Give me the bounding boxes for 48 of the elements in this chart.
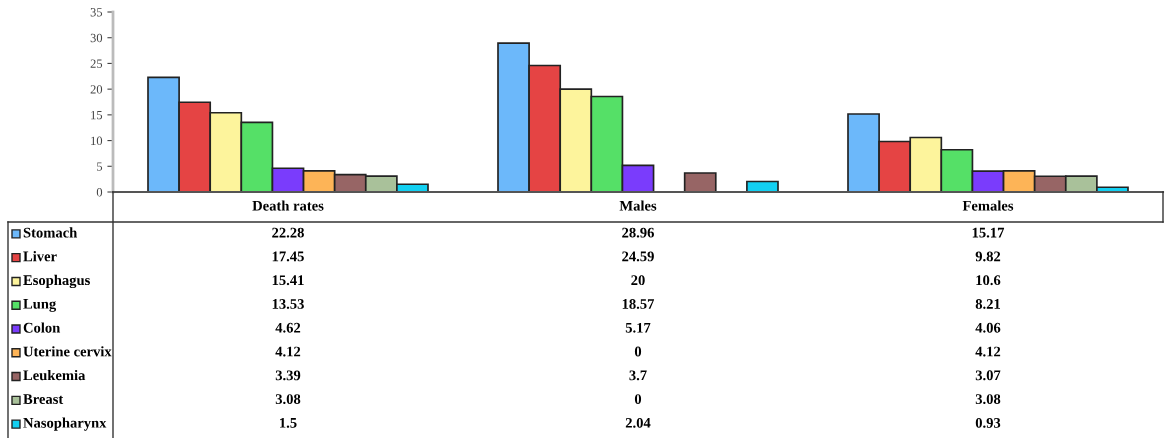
data-label: 0 bbox=[634, 394, 642, 404]
legend-label: Stomach bbox=[23, 227, 78, 238]
data-label: 13.53 bbox=[272, 299, 304, 309]
data-label: 22.28 bbox=[272, 227, 304, 238]
legend-label: Nasopharynx bbox=[23, 417, 107, 431]
data-label: 24.59 bbox=[622, 251, 654, 262]
legend-label: Liver bbox=[23, 251, 57, 262]
data-label: 10.6 bbox=[976, 275, 1001, 286]
y-tick-label: 10 bbox=[91, 136, 103, 146]
data-label: 0.93 bbox=[975, 417, 1001, 428]
data-label: 28.96 bbox=[622, 227, 654, 238]
legend-label: Leukemia bbox=[23, 369, 86, 381]
data-label: 3.39 bbox=[275, 370, 301, 381]
data-label: 0 bbox=[634, 346, 642, 357]
legend-label: Esophagus bbox=[23, 274, 90, 289]
legend-label: Uterine cervix bbox=[23, 346, 112, 357]
data-label: 4.12 bbox=[275, 346, 301, 357]
legend-label: Lung bbox=[23, 299, 57, 312]
y-tick-label: 15 bbox=[91, 110, 103, 120]
data-label: 5.17 bbox=[625, 322, 651, 333]
data-label: 15.17 bbox=[972, 227, 1005, 238]
y-tick-label: 25 bbox=[90, 59, 103, 68]
data-label: 3.7 bbox=[629, 370, 647, 381]
data-label: 18.57 bbox=[622, 299, 655, 309]
y-tick-label: 5 bbox=[97, 162, 103, 171]
y-tick-label: 0 bbox=[96, 188, 103, 197]
data-label: 4.06 bbox=[975, 322, 1001, 333]
bar bbox=[683, 172, 717, 192]
data-label: 3.08 bbox=[975, 394, 1001, 405]
y-tick-label: 20 bbox=[90, 85, 103, 94]
data-label: 4.62 bbox=[275, 322, 301, 333]
data-label: 2.04 bbox=[625, 417, 651, 428]
data-label: 20 bbox=[631, 275, 645, 286]
data-label: 1.5 bbox=[280, 417, 297, 428]
x-tick-label: Death rates bbox=[252, 200, 324, 211]
x-tick-label: Females bbox=[962, 200, 1014, 211]
data-label: 15.41 bbox=[272, 275, 304, 286]
legend-label: Breast bbox=[23, 394, 64, 404]
x-tick-label: Males bbox=[619, 200, 657, 211]
data-label: 3.08 bbox=[275, 394, 301, 405]
y-tick-label: 30 bbox=[90, 33, 103, 43]
y-tick-label: 35 bbox=[90, 8, 103, 17]
data-label: 17.45 bbox=[272, 251, 304, 262]
data-label: 9.82 bbox=[975, 251, 1001, 262]
legend-label: Colon bbox=[23, 322, 61, 333]
data-label: 8.21 bbox=[975, 299, 1001, 309]
data-label: 3.07 bbox=[975, 370, 1001, 381]
data-label: 4.12 bbox=[975, 346, 1001, 357]
